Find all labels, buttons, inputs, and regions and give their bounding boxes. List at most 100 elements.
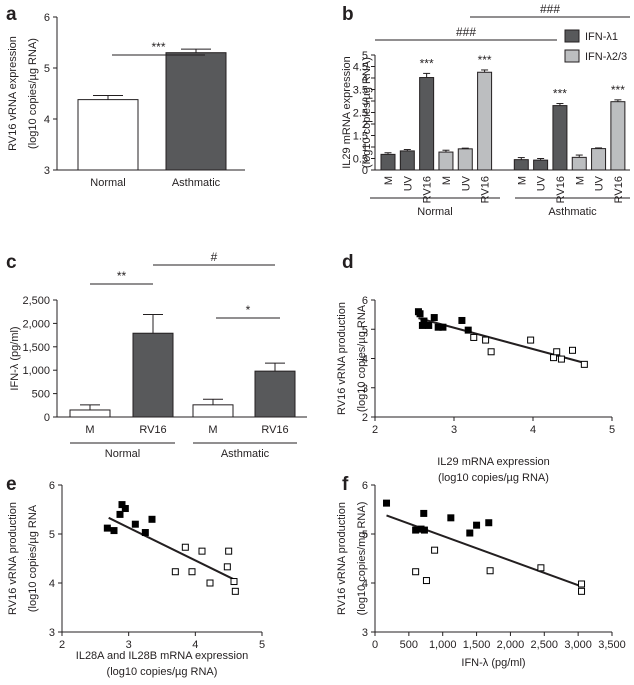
hash-bracket-text: # <box>211 250 218 264</box>
panel-label: b <box>342 4 354 25</box>
panel-a-bar-chart: a 3 4 5 6 RV16 vRNA expression (log10 copies/µ… <box>6 4 245 189</box>
data-point-filled <box>416 310 424 318</box>
significance-text: *** <box>151 40 165 54</box>
x-tick-label: UV <box>402 175 414 191</box>
x-tick-label: Normal <box>90 177 125 189</box>
y-axis-title-units: (log10 copies/µg RNA) <box>27 38 39 149</box>
bar <box>132 332 174 418</box>
legend-swatch <box>564 29 580 43</box>
data-point-open <box>486 567 494 575</box>
data-point-open <box>482 336 490 344</box>
panel-label: e <box>6 474 17 495</box>
data-point-filled <box>383 499 391 507</box>
data-point-open <box>225 547 233 555</box>
panel-c-bar-chart: c 0 500 1,000 1,500 2,000 2,500 IFN-λ (pg/ml) M R… <box>6 250 307 460</box>
x-tick-label: 2 <box>372 424 378 436</box>
y-tick-label: 5 <box>49 529 55 541</box>
significance-text: ** <box>117 269 127 283</box>
x-tick-label: M <box>516 176 528 185</box>
data-point-filled <box>485 519 493 527</box>
y-tick-label: 0.5 <box>353 154 368 166</box>
y-tick-label: 4.5 <box>353 62 368 74</box>
bar <box>399 150 415 171</box>
y-tick-label: 4 <box>44 114 50 126</box>
y-axis-title: IFN-λ (pg/ml) <box>9 326 21 390</box>
y-axis-title-units: (log10 copies/µg RNA <box>27 504 39 612</box>
data-point-filled <box>420 317 428 325</box>
bar <box>438 151 454 171</box>
data-point-filled <box>420 526 428 534</box>
hash-bracket-text: ### <box>456 25 476 39</box>
data-point-filled <box>131 520 139 528</box>
data-point-open <box>470 333 478 341</box>
bar <box>192 404 234 418</box>
x-tick-label: M <box>441 176 453 185</box>
significance-stars: *** <box>553 87 567 101</box>
hash-bracket-text: ### <box>540 2 560 16</box>
data-point-open <box>181 543 189 551</box>
y-tick-label: 5 <box>362 324 368 336</box>
y-tick-label: 1 <box>362 142 368 154</box>
x-tick-label: RV16 <box>139 424 166 436</box>
x-tick-label: 5 <box>259 639 265 651</box>
x-tick-label: M <box>208 424 217 436</box>
data-point-open <box>431 546 439 554</box>
x-tick-label: 4 <box>530 424 536 436</box>
x-tick-label: RV16 <box>422 176 434 203</box>
bar <box>513 159 529 171</box>
data-point-open <box>231 587 239 595</box>
group-label: Asthmatic <box>548 206 597 218</box>
x-tick-label: 500 <box>400 639 418 651</box>
bar <box>419 77 435 171</box>
data-point-filled <box>116 510 124 518</box>
bar <box>591 148 607 171</box>
regression-line <box>108 516 236 581</box>
x-axis-title-units: (log10 copies/µg RNA) <box>107 666 218 678</box>
legend-swatch <box>564 49 580 63</box>
y-tick-label: 2 <box>362 412 368 424</box>
data-point-open <box>198 547 206 555</box>
x-tick-label: 1,500 <box>463 639 491 651</box>
data-point-open <box>553 348 561 356</box>
y-tick-label: 3.5 <box>353 85 368 97</box>
x-tick-label: UV <box>594 175 606 191</box>
bar <box>165 52 227 171</box>
y-tick-label: 6 <box>362 295 368 307</box>
data-point-open <box>578 587 586 595</box>
y-tick-label: 2.5 <box>353 108 368 120</box>
y-tick-label: 4 <box>362 73 368 85</box>
y-tick-label: 6 <box>362 480 368 492</box>
bar <box>380 153 396 171</box>
data-point-open <box>527 336 535 344</box>
y-tick-label: 1.5 <box>353 131 368 143</box>
y-axis-title: RV16 vRNA production <box>7 502 19 615</box>
x-tick-label: 2,500 <box>531 639 559 651</box>
legend-label: IFN-λ2/3 <box>585 51 627 63</box>
data-point-open <box>188 568 196 576</box>
y-axis-title: RV16 vRNA expression <box>7 36 19 151</box>
data-point-filled <box>425 321 433 329</box>
y-tick-label: 4 <box>362 354 368 366</box>
bar <box>477 71 493 171</box>
y-tick-label: 4 <box>49 578 55 590</box>
y-axis-title: RV16 vRNA production <box>336 502 348 615</box>
panel-label: f <box>342 474 349 495</box>
data-point-filled <box>434 323 442 331</box>
y-tick-label: 2 <box>362 119 368 131</box>
data-point-filled <box>420 509 428 517</box>
y-tick-label: 5 <box>44 63 50 75</box>
legend-label: IFN-λ1 <box>585 31 618 43</box>
panel-f-scatter-plot: f 3 4 5 6 0 500 1,000 1,500 2,000 2,500 3,000 3,500 R… <box>336 474 626 669</box>
y-axis-title-units: (log10 copies/µg RNA) <box>361 57 373 168</box>
panel-d-scatter-plot: d 2 3 4 5 6 2 3 4 5 RV16 vRNA production (log10 cop… <box>336 252 615 484</box>
x-tick-label: UV <box>536 175 548 191</box>
group-label: Normal <box>417 206 452 218</box>
y-tick-label: 4 <box>362 578 368 590</box>
data-point-filled <box>418 321 426 329</box>
data-point-open <box>578 580 586 588</box>
data-point-open <box>422 577 430 585</box>
significance-stars: *** <box>611 83 625 97</box>
bar <box>254 370 296 418</box>
x-tick-label: RV16 <box>613 176 625 203</box>
